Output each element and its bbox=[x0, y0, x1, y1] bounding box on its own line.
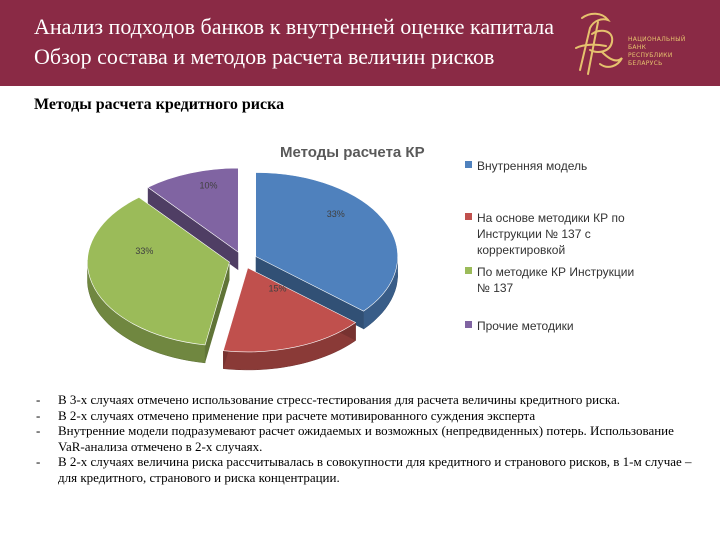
note-item: - В 2-х случаях отмечено применение при … bbox=[36, 408, 696, 424]
bullet-dash: - bbox=[36, 392, 41, 407]
pie-tops bbox=[87, 167, 398, 353]
chart-title: Методы расчета КР bbox=[280, 144, 425, 161]
legend-label: Внутренняя модель bbox=[477, 159, 588, 173]
logo-line: БЕЛАРУСЬ bbox=[628, 60, 663, 67]
legend-label: По методике КР Инструкции № 137 bbox=[477, 265, 635, 295]
note-text: В 2-х случаях отмечено применение при ра… bbox=[58, 407, 536, 423]
bullet-dash: - bbox=[36, 454, 41, 469]
pie-data-label: 33% bbox=[135, 246, 153, 256]
pie-slice bbox=[87, 197, 230, 346]
header-title-line2: Обзор состава и методов расчета величин … bbox=[34, 44, 495, 69]
legend-label: На основе методики КР по Инструкции № 13… bbox=[477, 211, 625, 257]
pie-data-label: 10% bbox=[199, 181, 217, 191]
logo-line: РЕСПУБЛИКИ bbox=[628, 52, 673, 59]
notes-list: - В 3-х случаях отмечено использование с… bbox=[36, 392, 696, 485]
pie-labels: 33% 15% 33% 10% bbox=[135, 181, 344, 294]
bullet-dash: - bbox=[36, 423, 41, 438]
note-item: - Внутренние модели подразумевают расчет… bbox=[36, 423, 696, 454]
logo-line: НАЦИОНАЛЬНЫЙ bbox=[628, 36, 686, 43]
pie-slice-wall bbox=[147, 187, 239, 271]
note-text: В 2-х случаях величина риска рассчитывал… bbox=[58, 454, 692, 485]
section-subtitle: Методы расчета кредитного риска bbox=[34, 96, 285, 113]
legend-item: Прочие методики bbox=[465, 318, 645, 334]
note-item: - В 2-х случаях величина риска рассчитыв… bbox=[36, 454, 696, 485]
pie-chart-plot: 33% 15% 33% 10% bbox=[87, 167, 398, 371]
bullet-dash: - bbox=[36, 407, 41, 423]
header-title-line1: Анализ подходов банков к внутренней оцен… bbox=[34, 14, 554, 39]
logo-text: НАЦИОНАЛЬНЫЙ БАНК РЕСПУБЛИКИ БЕЛАРУСЬ bbox=[628, 36, 686, 68]
pie-data-label: 33% bbox=[327, 209, 345, 219]
pie-slice bbox=[255, 172, 398, 312]
logo-line: БАНК bbox=[628, 44, 647, 51]
legend-swatch bbox=[465, 267, 472, 274]
pie-slice-wall bbox=[205, 262, 230, 363]
pie-slice bbox=[222, 267, 357, 353]
legend-swatch bbox=[465, 161, 472, 168]
slide-header: Анализ подходов банков к внутренней оцен… bbox=[0, 0, 720, 86]
bank-monogram-icon bbox=[575, 12, 623, 75]
note-text: В 3-х случаях отмечено использование стр… bbox=[58, 392, 621, 407]
note-text: Внутренние модели подразумевают расчет о… bbox=[58, 423, 674, 454]
legend-swatch bbox=[465, 321, 472, 328]
legend-label: Прочие методики bbox=[477, 319, 574, 333]
national-bank-logo: НАЦИОНАЛЬНЫЙ БАНК РЕСПУБЛИКИ БЕЛАРУСЬ bbox=[566, 8, 716, 80]
legend-item: Внутренняя модель bbox=[465, 158, 645, 174]
legend-item: На основе методики КР по Инструкции № 13… bbox=[465, 210, 645, 258]
legend-item: По методике КР Инструкции № 137 bbox=[465, 264, 645, 296]
note-item: - В 3-х случаях отмечено использование с… bbox=[36, 392, 696, 408]
pie-data-label: 15% bbox=[268, 283, 286, 293]
legend-swatch bbox=[465, 213, 472, 220]
pie-slice bbox=[147, 167, 239, 253]
pie-slice-wall bbox=[255, 256, 364, 330]
pie-chart: 33% 15% 33% 10% Методы расчета КР Внутрення… bbox=[80, 128, 645, 378]
